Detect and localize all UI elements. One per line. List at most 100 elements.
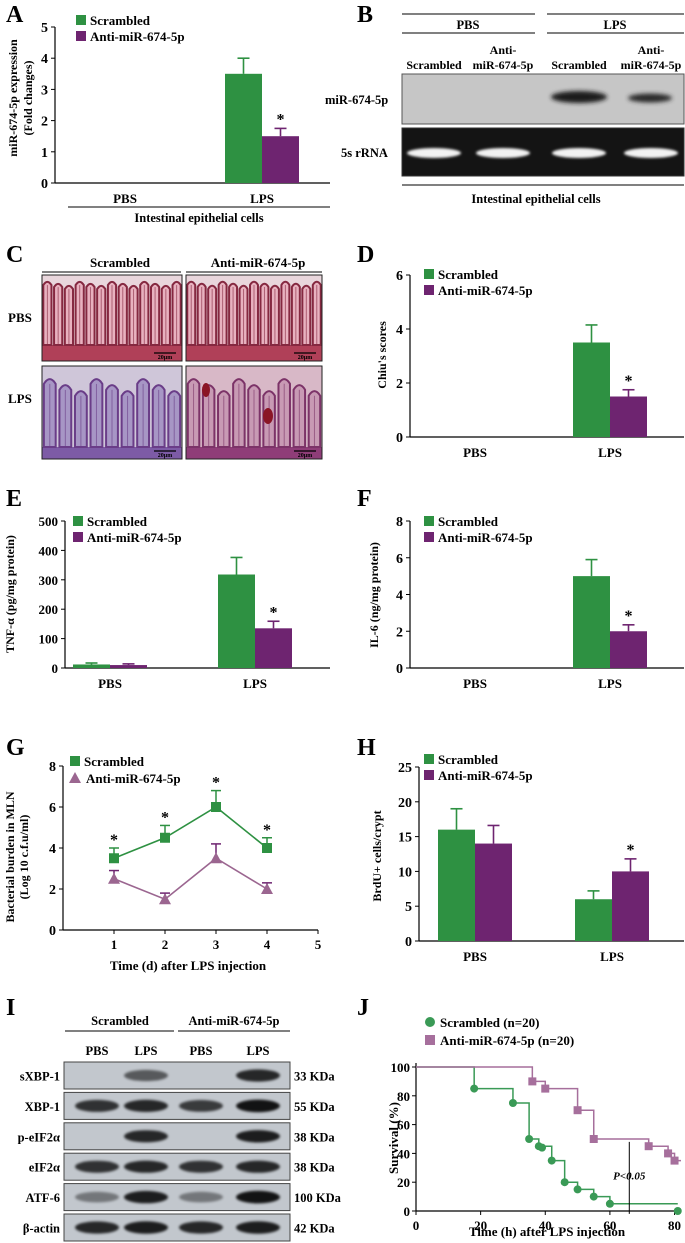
panel-g-ytick-label: 4 <box>49 842 56 857</box>
panel-g-chart: 0 2 4 6 8 1 2 3 4 5 * * * * Scrambled Anti-miR-674-5p <box>49 754 322 952</box>
blot-i-lane-label: LPS <box>135 1044 158 1058</box>
panel-d-category-label: PBS <box>463 445 487 460</box>
panel-a-ytick-label: 1 <box>41 146 48 161</box>
panel-j: Survival (%) 0 20 40 60 80 100 0 20 40 60 80 P<0.05… <box>386 1015 682 1239</box>
panel-j-ytick-label: 20 <box>397 1175 410 1190</box>
panel-h-legend-scrambled: Scrambled <box>438 752 499 767</box>
panel-j-marker-anti <box>644 1142 653 1151</box>
panel-g-series-line-scrambled <box>113 806 268 859</box>
panel-f-ytick-label: 4 <box>396 589 403 604</box>
panel-e-ytick-label: 0 <box>52 661 59 676</box>
blot-i-lane-label: PBS <box>190 1044 213 1058</box>
panel-a-ytick-label: 2 <box>41 115 48 130</box>
panel-f-ytick-label: 6 <box>396 552 403 567</box>
panel-j-ytick-label: 80 <box>397 1089 410 1104</box>
blot-b-band-rrna-lane1 <box>407 148 461 158</box>
blot-b-band-rrna-lane4 <box>624 148 678 158</box>
panel-e-bar-scrambled-lps <box>218 574 255 668</box>
histo-tile-pbs-scrambled-mucosa <box>42 345 182 361</box>
panel-g-legend-swatch-anti <box>69 772 81 783</box>
panel-g-xtick-label: 5 <box>315 937 322 952</box>
panel-j-ytick-label: 40 <box>397 1146 410 1161</box>
panel-g-legend-anti: Anti-miR-674-5p <box>86 771 181 786</box>
panel-h-category-label: PBS <box>463 949 487 964</box>
panel-j-legend-scrambled: Scrambled (n=20) <box>440 1015 540 1030</box>
panel-f-bar-anti-lps <box>610 631 647 668</box>
panel-j-marker-anti <box>541 1084 550 1093</box>
panel-g-point-anti <box>210 852 222 864</box>
panel-h-category-label: LPS <box>600 949 624 964</box>
panel-i: Scrambled Anti-miR-674-5p PBS LPS PBS LPS sX… <box>18 1014 342 1242</box>
panel-j-ytick-label: 100 <box>391 1060 411 1075</box>
histology-grid: 20μm 20μm 20μm 20μm <box>41 274 323 460</box>
blot-i-band <box>124 1130 168 1143</box>
histo-tile-lps-scrambled-border <box>41 365 183 460</box>
blot-i-band <box>75 1221 119 1234</box>
panel-f-category-label: PBS <box>463 676 487 691</box>
panel-letter-c: C <box>6 242 23 268</box>
histo-scalebar-label: 20μm <box>298 355 312 361</box>
panel-g-ytick-label: 8 <box>49 760 56 775</box>
panel-letter-d: D <box>357 242 374 268</box>
panel-d-legend-anti: Anti-miR-674-5p <box>438 283 533 298</box>
panel-a-bar-anti-lps <box>262 136 299 183</box>
histo-tile-lps-anti-mucosa <box>186 447 322 459</box>
panel-letter-h: H <box>357 735 376 761</box>
panel-j-marker-scrambled <box>589 1192 598 1201</box>
panel-h-ylabel: BrdU+ cells/crypt <box>370 810 384 901</box>
panel-g-point-anti <box>261 883 273 894</box>
panel-d-bar-anti-lps <box>610 396 647 437</box>
blot-i-row-size: 38 KDa <box>294 1130 335 1144</box>
panel-h-ytick-label: 5 <box>405 900 412 915</box>
panel-e-category-label: PBS <box>98 676 122 691</box>
panel-g-ytick-label: 2 <box>49 883 56 898</box>
panel-d-ytick-label: 4 <box>396 323 403 338</box>
panel-j-pvalue: P<0.05 <box>613 1170 646 1182</box>
panel-a-ytick-label: 0 <box>41 177 48 192</box>
blot-b-lane-4-line2: miR-674-5p <box>621 58 682 72</box>
blot-b-lane-2-line2: miR-674-5p <box>473 58 534 72</box>
panel-f-category-label: LPS <box>598 676 622 691</box>
blot-i-row-size: 55 KDa <box>294 1100 335 1114</box>
panel-h-bar-anti-lps <box>612 871 649 941</box>
blot-i-band <box>236 1221 280 1234</box>
blot-i-lane-label: PBS <box>86 1044 109 1058</box>
blot-b-row-label-mir: miR-674-5p <box>325 93 388 107</box>
panel-g-point-scrambled <box>262 843 272 853</box>
panel-g-xtick-label: 4 <box>264 937 271 952</box>
panel-e-bar-anti-lps <box>255 628 292 668</box>
histo-tile-pbs-scrambled-border <box>41 274 183 362</box>
blot-i-band <box>124 1069 168 1082</box>
panel-letter-j: J <box>357 995 369 1021</box>
panel-g-xtick-label: 2 <box>162 937 169 952</box>
blot-i-band <box>124 1221 168 1234</box>
panel-g-xtick-label: 3 <box>213 937 220 952</box>
panel-j-marker-anti <box>528 1077 537 1086</box>
panel-j-ylabel: Survival (%) <box>386 1102 401 1174</box>
panel-a-ytick-label: 3 <box>41 83 48 98</box>
panel-j-marker-scrambled <box>538 1143 547 1152</box>
blot-b-footer: Intestinal epithelial cells <box>471 192 600 206</box>
panel-a: miR-674-5p expression (Fold changes) 0 1 2… <box>6 13 330 225</box>
panel-h-bar-anti-pbs <box>475 843 512 941</box>
panel-h-legend-swatch-anti <box>424 770 434 780</box>
panel-j-marker-anti <box>664 1149 673 1158</box>
panel-a-ytick-label: 5 <box>41 21 48 36</box>
panel-a-category-label: LPS <box>250 191 274 206</box>
panel-e-ytick-label: 200 <box>39 602 59 617</box>
blot-i-band <box>179 1100 223 1112</box>
panel-f-ytick-label: 2 <box>396 625 403 640</box>
panel-j-marker-scrambled <box>508 1099 517 1107</box>
blot-i-row-label: XBP-1 <box>25 1100 60 1114</box>
blot-i-band <box>124 1190 168 1204</box>
blot-i-band <box>124 1160 168 1173</box>
panel-j-legend-anti: Anti-miR-674-5p (n=20) <box>440 1033 574 1048</box>
panel-j-xtick-label: 40 <box>539 1218 552 1233</box>
panel-f-ytick-label: 8 <box>396 515 403 530</box>
panel-j-marker-scrambled <box>605 1199 614 1208</box>
histo-row-pbs: PBS <box>8 310 32 325</box>
panel-a-bar-scrambled-lps <box>225 73 262 183</box>
panel-g-significance-star: * <box>110 832 118 849</box>
histo-col-scrambled: Scrambled <box>90 255 151 270</box>
